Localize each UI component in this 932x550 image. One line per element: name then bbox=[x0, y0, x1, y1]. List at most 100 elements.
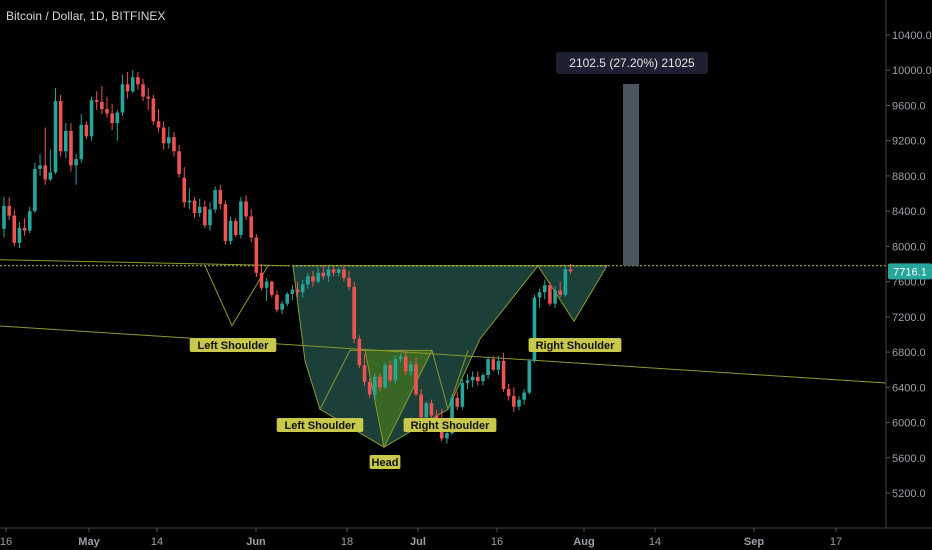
time-tick-label: 16 bbox=[491, 536, 503, 548]
price-tick-label: 5600.0 bbox=[892, 453, 926, 465]
candle-body bbox=[481, 374, 485, 382]
candle-body bbox=[74, 159, 78, 166]
neckline-left-segment bbox=[0, 259, 291, 267]
candle-body bbox=[239, 201, 243, 235]
price-tick-label: 7600.0 bbox=[892, 277, 926, 289]
pattern-label-text: Head bbox=[372, 457, 399, 469]
candle-body bbox=[563, 269, 568, 295]
candle-body bbox=[115, 112, 120, 124]
time-tick-label: 17 bbox=[830, 536, 842, 548]
pattern-label: Left Shoulder bbox=[189, 338, 277, 352]
candle-body bbox=[141, 84, 145, 97]
price-tick-label: 5200.0 bbox=[892, 488, 926, 500]
candle-body bbox=[161, 127, 166, 144]
candle-body bbox=[89, 100, 94, 137]
candle-body bbox=[414, 364, 418, 395]
candle-body bbox=[187, 200, 192, 203]
candle-body bbox=[398, 356, 403, 360]
candle-body bbox=[290, 289, 295, 294]
candle-body bbox=[270, 281, 274, 295]
candle-body bbox=[537, 292, 542, 298]
candle-body bbox=[264, 281, 269, 288]
candle-body bbox=[300, 284, 305, 293]
candle-body bbox=[223, 204, 228, 242]
price-tick-label: 10400.0 bbox=[892, 30, 932, 42]
candle-body bbox=[306, 276, 310, 285]
price-tick-label: 7200.0 bbox=[892, 312, 926, 324]
time-tick-label: Sep bbox=[744, 536, 764, 548]
candle-body bbox=[517, 399, 521, 407]
time-tick-label: 14 bbox=[151, 536, 163, 548]
pattern-label: Left Shoulder bbox=[276, 418, 364, 432]
candle-body bbox=[311, 276, 315, 282]
candle-body bbox=[79, 124, 84, 160]
candles-layer bbox=[2, 70, 573, 444]
price-tick-label: 6000.0 bbox=[892, 418, 926, 430]
candle-body bbox=[100, 101, 104, 109]
candle-body bbox=[218, 190, 223, 205]
candle-body bbox=[553, 290, 557, 304]
measure-bar bbox=[623, 84, 639, 266]
candle-body bbox=[347, 278, 351, 287]
price-tick-label: 9200.0 bbox=[892, 136, 926, 148]
candle-body bbox=[94, 100, 99, 102]
pattern-label-background bbox=[403, 418, 497, 432]
candle-body bbox=[409, 364, 413, 372]
candle-body bbox=[48, 172, 53, 180]
candle-body bbox=[64, 131, 68, 152]
candle-body bbox=[125, 84, 130, 92]
candle-body bbox=[53, 101, 58, 173]
candle-body bbox=[17, 227, 22, 243]
measure-layer: 2102.5 (27.20%) 21025 bbox=[556, 52, 708, 266]
price-tick-label: 8000.0 bbox=[892, 241, 926, 253]
measure-label-background bbox=[556, 52, 708, 74]
symbol-title: Bitcoin / Dollar, 1D, BITFINEX bbox=[6, 9, 166, 23]
pattern-label: Right Shoulder bbox=[403, 418, 497, 432]
candle-body bbox=[491, 359, 496, 370]
candle-body bbox=[506, 389, 511, 397]
candle-body bbox=[197, 206, 202, 213]
candle-body bbox=[38, 165, 42, 169]
candle-body bbox=[465, 380, 470, 383]
price-tick-label: 10000.0 bbox=[892, 65, 932, 77]
pattern-label-background bbox=[369, 455, 401, 469]
candle-body bbox=[352, 286, 356, 339]
pattern-label-background bbox=[276, 418, 364, 432]
candle-body bbox=[326, 269, 331, 277]
candle-body bbox=[532, 297, 537, 361]
candle-body bbox=[367, 382, 372, 395]
candle-body bbox=[12, 215, 17, 243]
candle-body bbox=[233, 220, 238, 235]
candle-body bbox=[285, 293, 290, 304]
last-price-label: 7716.1 bbox=[893, 266, 927, 278]
candle-body bbox=[2, 205, 6, 229]
candle-body bbox=[275, 294, 279, 310]
candle-body bbox=[548, 285, 552, 304]
measure-label: 2102.5 (27.20%) 21025 bbox=[569, 56, 695, 70]
candle-body bbox=[419, 394, 423, 418]
candle-body bbox=[403, 356, 408, 372]
candle-body bbox=[151, 98, 156, 122]
price-tick-label: 6800.0 bbox=[892, 347, 926, 359]
pattern-left-zigzag bbox=[204, 265, 269, 327]
time-tick-label: 14 bbox=[649, 536, 661, 548]
candle-body bbox=[213, 190, 217, 210]
candle-body bbox=[228, 220, 233, 242]
candle-body bbox=[342, 269, 346, 279]
candle-body bbox=[27, 211, 32, 231]
candle-body bbox=[172, 137, 176, 152]
time-tick-label: Aug bbox=[573, 536, 594, 548]
candle-body bbox=[295, 289, 300, 293]
candle-body bbox=[383, 365, 387, 388]
candle-body bbox=[156, 121, 161, 128]
candle-body bbox=[429, 403, 434, 416]
candle-body bbox=[336, 269, 341, 273]
pattern-label-text: Right Shoulder bbox=[411, 420, 491, 432]
candle-body bbox=[362, 365, 367, 383]
candle-body bbox=[192, 200, 197, 213]
candle-body bbox=[460, 382, 465, 407]
candle-body bbox=[208, 209, 212, 226]
candle-body bbox=[203, 206, 207, 226]
